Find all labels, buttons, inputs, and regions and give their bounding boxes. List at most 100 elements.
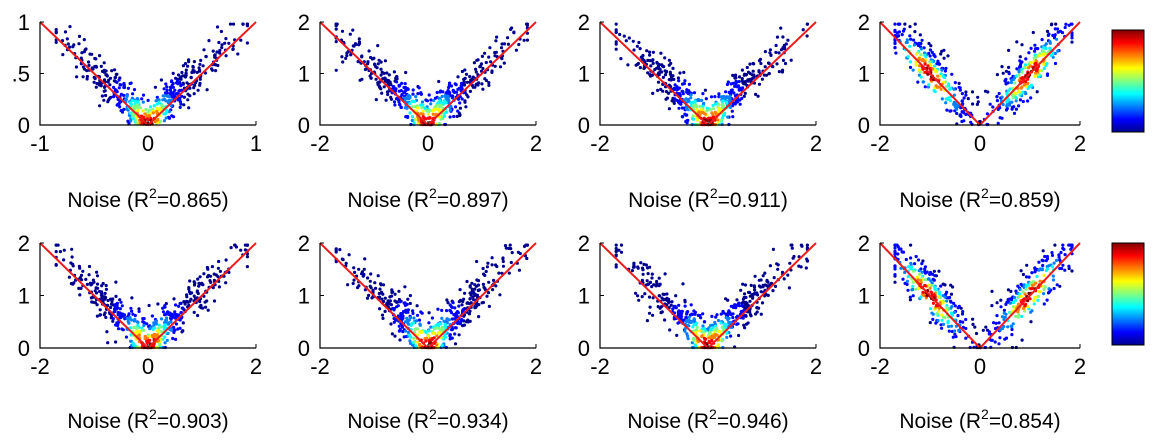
scatter-point [146, 98, 150, 102]
scatter-point [1042, 287, 1046, 291]
scatter-point [1033, 296, 1037, 300]
scatter-point [667, 63, 671, 67]
scatter-point [961, 320, 965, 324]
scatter-point [683, 300, 687, 304]
scatter-point [801, 28, 805, 32]
scatter-point [1031, 30, 1035, 35]
scatter-point [447, 85, 451, 90]
scatter-point [1045, 265, 1049, 269]
scatter-point [346, 283, 350, 287]
scatter-point [85, 74, 89, 79]
scatter-point [775, 62, 779, 66]
scatter-point [919, 53, 923, 57]
scatter-point [733, 76, 737, 80]
scatter-point [186, 98, 190, 102]
scatter-point [940, 97, 944, 101]
scatter-point [113, 68, 117, 72]
scatter-point [465, 279, 469, 284]
scatter-point [768, 264, 773, 268]
scatter-point [733, 84, 737, 88]
scatter-point [893, 267, 897, 271]
scatter-point [245, 41, 249, 45]
scatter-point [68, 25, 72, 29]
scatter-point [367, 49, 371, 53]
scatter-point [164, 82, 168, 86]
scatter-point [465, 80, 469, 84]
scatter-point [414, 95, 418, 99]
scatter-point [946, 96, 951, 100]
scatter-point [937, 295, 941, 299]
scatter-point [186, 92, 190, 96]
scatter-point [450, 305, 454, 309]
scatter-point [639, 261, 643, 265]
scatter-point [418, 323, 422, 327]
scatter-point [481, 282, 485, 286]
scatter-point [413, 105, 417, 109]
scatter-point [932, 88, 936, 93]
scatter-point [776, 267, 780, 271]
scatter-point [668, 328, 672, 332]
scatter-point [960, 312, 965, 316]
scatter-point [372, 56, 376, 60]
scatter-point [105, 74, 109, 78]
scatter-point [931, 277, 935, 281]
scatter-point [131, 117, 135, 121]
scatter-point [899, 266, 903, 270]
scatter-point [115, 90, 119, 94]
scatter-point [958, 113, 963, 117]
scatter-point [636, 294, 640, 298]
scatter-point [1069, 247, 1073, 251]
scatter-point [933, 274, 937, 278]
scatter-point [619, 243, 624, 247]
scatter-point [501, 264, 506, 268]
scatter-point [964, 93, 968, 97]
scatter-point [1031, 286, 1035, 290]
scatter-point [917, 68, 921, 72]
scatter-point [220, 43, 224, 47]
y-tick-label: 0 [18, 336, 30, 361]
scatter-point [757, 70, 761, 74]
scatter-point [512, 31, 516, 35]
scatter-point [525, 22, 529, 26]
scatter-point [701, 312, 705, 316]
scatter-point [195, 70, 199, 74]
scatter-point [908, 25, 912, 29]
scatter-point [99, 64, 103, 68]
scatter-point [760, 301, 765, 305]
scatter-point [410, 105, 414, 109]
scatter-point [111, 317, 115, 321]
scatter-point [984, 325, 988, 329]
scatter-point [777, 70, 782, 74]
scatter-point [134, 118, 138, 122]
scatter-point [236, 52, 240, 56]
scatter-point [909, 266, 913, 271]
scatter-point [930, 50, 934, 55]
scatter-point [1067, 23, 1071, 27]
scatter-point [919, 47, 924, 51]
scatter-point [177, 304, 181, 308]
scatter-point [1053, 243, 1057, 247]
scatter-point [648, 265, 652, 269]
scatter-point [1023, 63, 1027, 67]
scatter-point [920, 270, 924, 274]
scatter-point [462, 80, 466, 84]
scatter-point [188, 279, 192, 283]
scatter-point [357, 267, 361, 271]
scatter-point [1010, 333, 1014, 337]
scatter-point [1017, 70, 1021, 74]
y-tick-label: 1 [18, 284, 30, 309]
scatter-point [711, 107, 716, 111]
scatter-point [949, 300, 953, 304]
scatter-point [514, 48, 519, 52]
scatter-point [695, 325, 699, 329]
scatter-point [84, 47, 88, 51]
y-tick-label: 0 [578, 113, 590, 138]
scatter-point [683, 329, 687, 333]
scatter-point [228, 22, 233, 26]
scatter-point [65, 37, 69, 41]
scatter-point [392, 308, 396, 312]
scatter-point [436, 307, 440, 311]
scatter-point [152, 104, 156, 108]
scatter-point [914, 52, 919, 56]
scatter-point [1004, 69, 1009, 73]
